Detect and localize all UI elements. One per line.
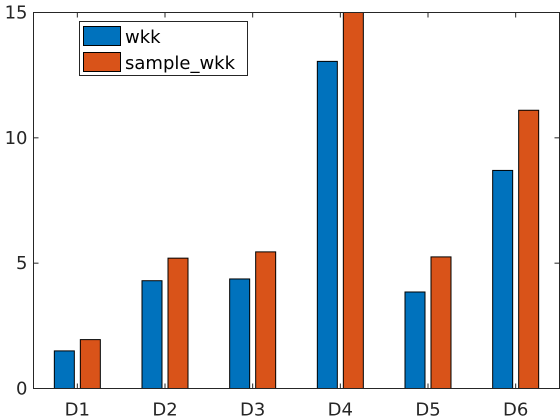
x-tick-label-d3: D3 bbox=[240, 400, 265, 420]
bar-sample-wkk-d2 bbox=[167, 257, 189, 389]
legend-swatch-sample-wkk bbox=[83, 52, 121, 72]
x-tick-label-d6: D6 bbox=[503, 400, 528, 420]
y-axis: 0 5 10 15 bbox=[5, 3, 560, 400]
bar-wkk-d6 bbox=[492, 169, 514, 389]
x-tick-label-d2: D2 bbox=[152, 400, 177, 420]
legend: wkk sample_wkk bbox=[79, 21, 248, 76]
bar-sample-wkk-d5 bbox=[430, 256, 452, 389]
legend-label-wkk: wkk bbox=[125, 27, 161, 48]
x-axis: D1 D2 D3 D4 D5 D6 bbox=[65, 12, 528, 420]
y-tick-label: 10 bbox=[5, 128, 28, 149]
x-tick-label-d5: D5 bbox=[415, 400, 440, 420]
bar-wkk-d4 bbox=[316, 60, 338, 389]
bar-wkk-d2 bbox=[141, 280, 163, 390]
bar-wkk-d1 bbox=[53, 350, 75, 389]
bar-sample-wkk-d1 bbox=[79, 339, 101, 389]
y-tick-label: 15 bbox=[5, 3, 28, 24]
bars-group bbox=[53, 12, 540, 390]
bar-wkk-d3 bbox=[229, 278, 251, 390]
legend-label-sample-wkk: sample_wkk bbox=[125, 53, 236, 74]
y-tick-label: 5 bbox=[16, 253, 27, 274]
bar-sample-wkk-d4 bbox=[342, 12, 364, 389]
x-tick-label-d1: D1 bbox=[65, 400, 90, 420]
x-tick-label-d4: D4 bbox=[328, 400, 353, 420]
y-tick-label: 0 bbox=[16, 379, 27, 400]
bar-wkk-d5 bbox=[404, 291, 426, 390]
bar-sample-wkk-d3 bbox=[255, 251, 277, 389]
legend-swatch-wkk bbox=[83, 26, 121, 46]
bar-sample-wkk-d6 bbox=[518, 109, 540, 389]
